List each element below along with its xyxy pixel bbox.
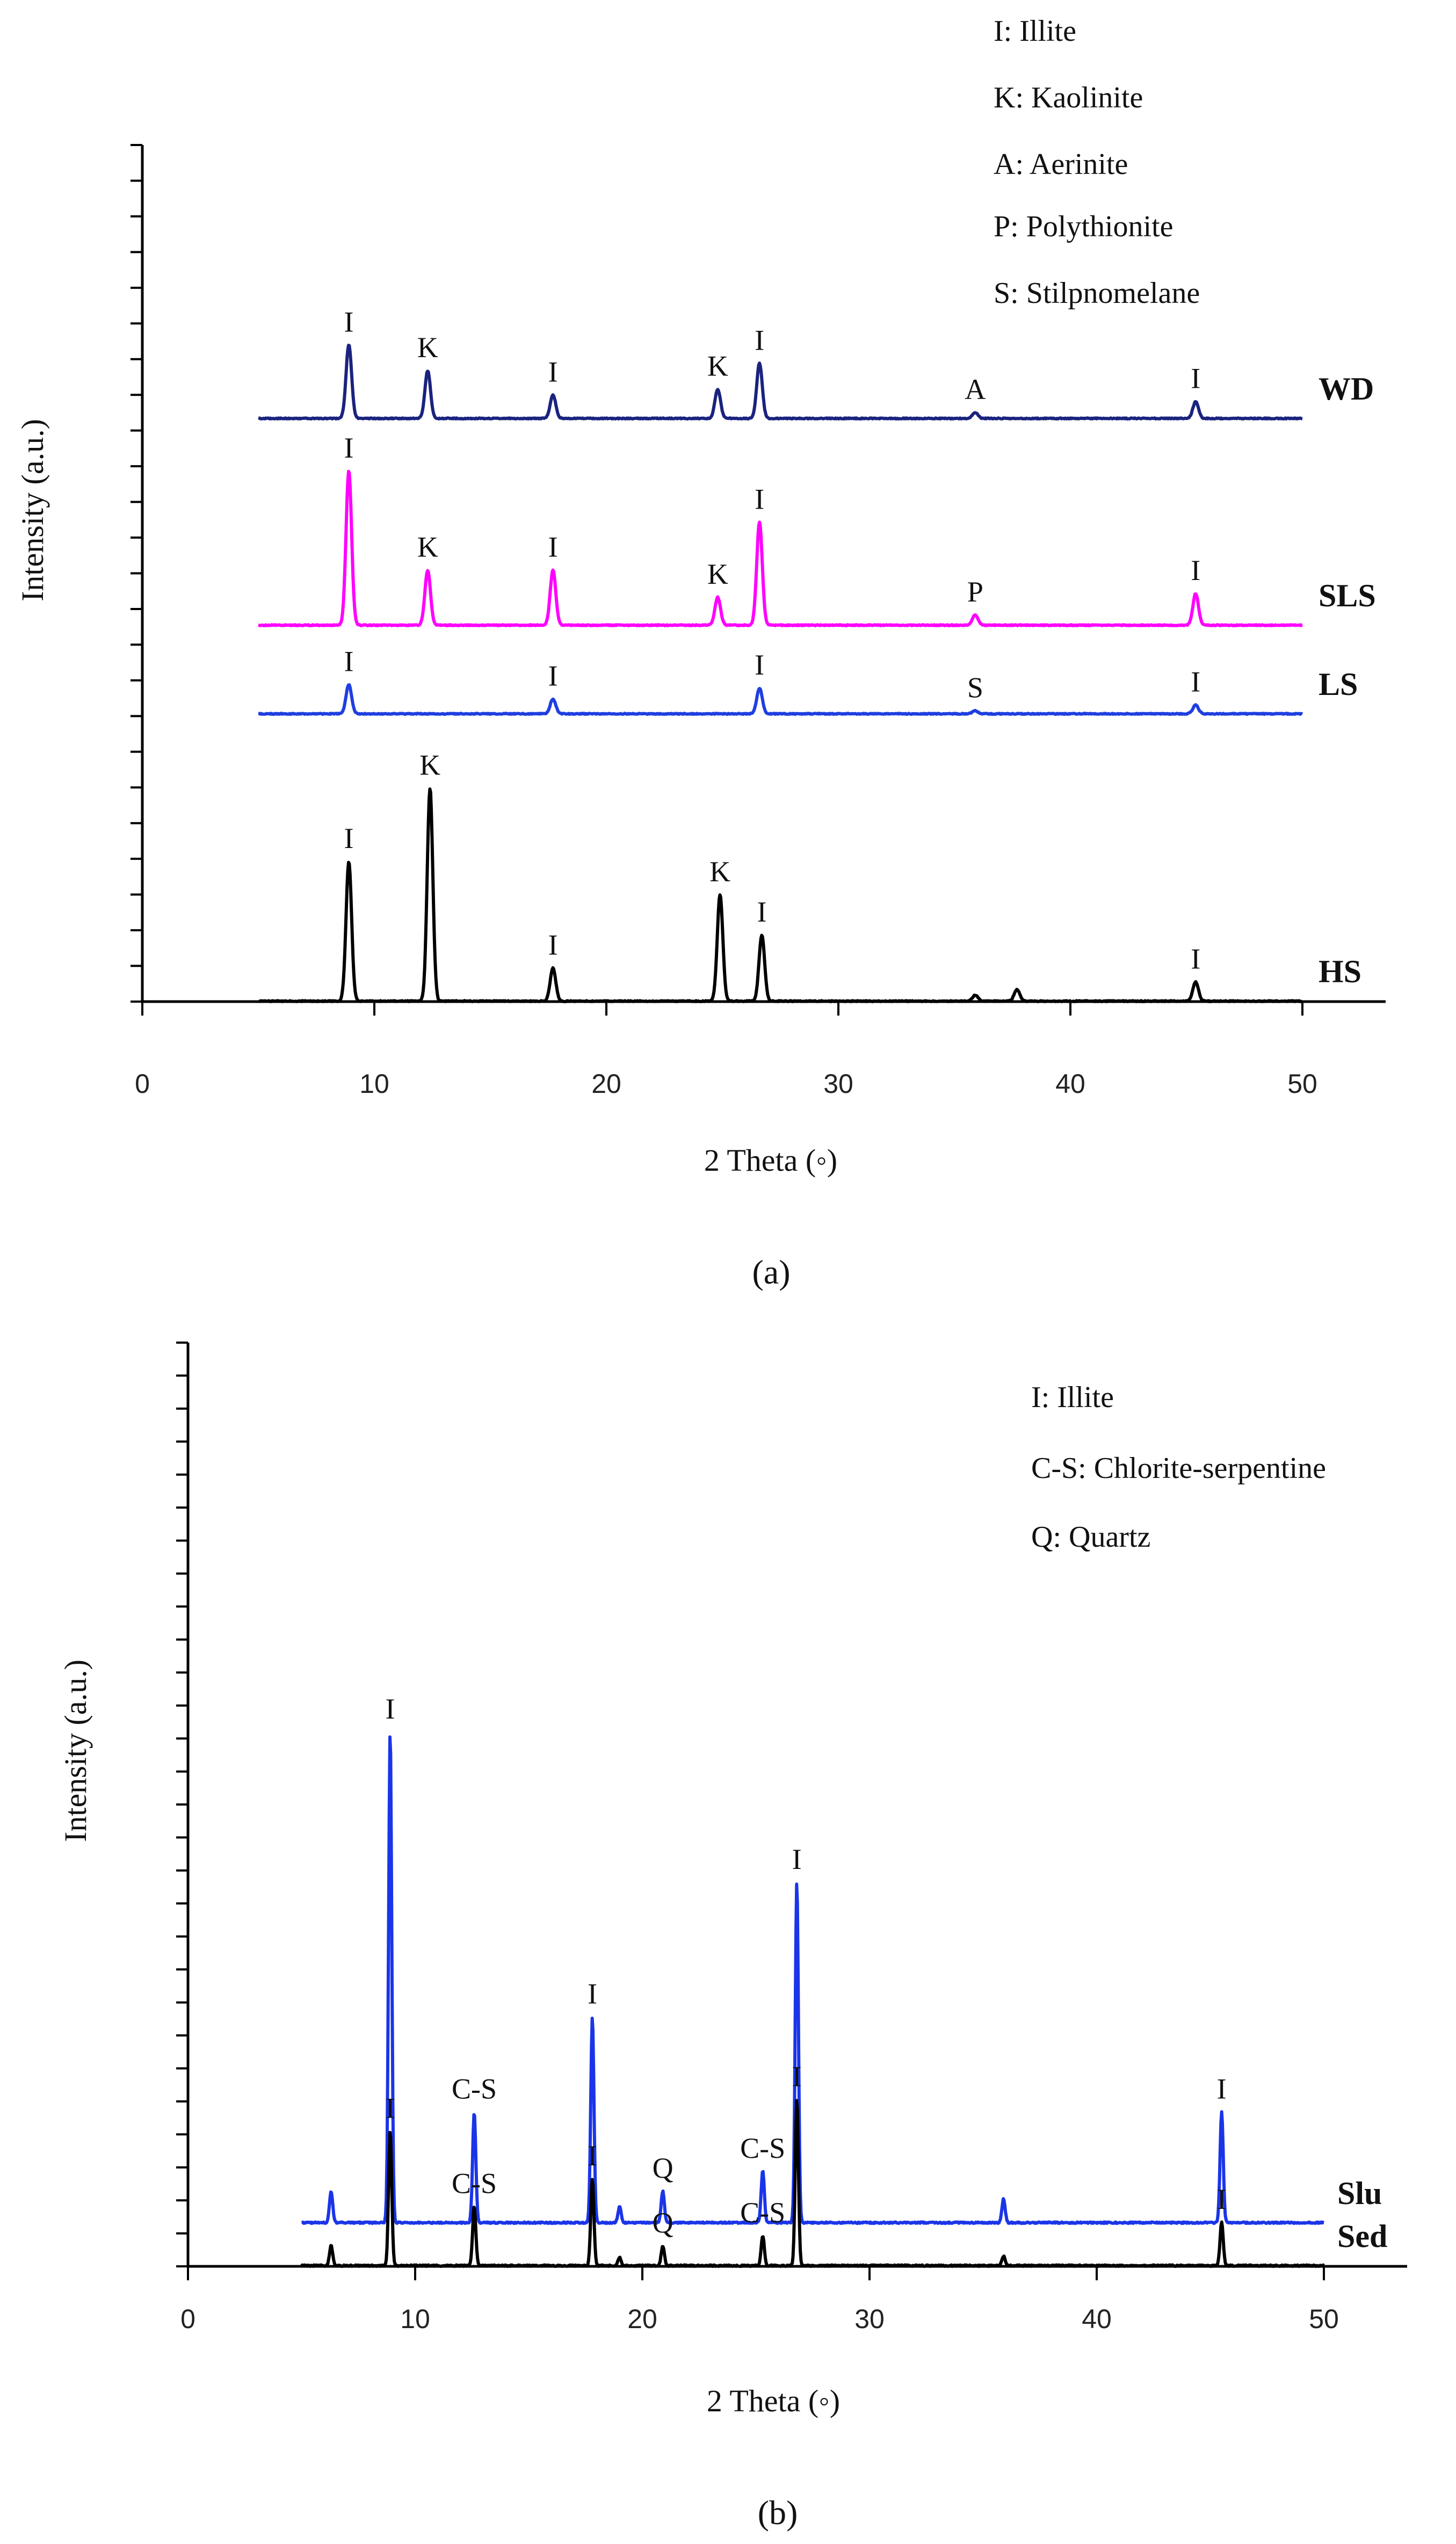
peak-label: I [548, 929, 558, 961]
peak-label: I [1191, 943, 1200, 975]
peak-label: I [588, 2140, 597, 2172]
peak-label: I [548, 356, 558, 388]
series-line-sed [300, 2099, 1325, 2268]
x-tick-label: 0 [180, 2304, 195, 2334]
peak-label: I [344, 822, 353, 854]
panel-b-legend: I: Illite C-S: Chlorite-serpentine Q: Qu… [1031, 1381, 1326, 1554]
panel-a-legend-entry: K: Kaolinite [994, 81, 1143, 114]
series-label-hs: HS [1319, 954, 1361, 989]
panel-b-label: (b) [758, 2494, 798, 2532]
peak-label: S [967, 672, 983, 704]
peak-label: C-S [452, 2167, 497, 2199]
x-tick-label: 0 [135, 1069, 150, 1099]
panel-a-y-axis-title: Intensity (a.u.) [15, 419, 50, 601]
peak-label: K [709, 856, 730, 888]
x-tick-label: 10 [400, 2304, 430, 2334]
panel-b-legend-entry: Q: Quartz [1031, 1520, 1150, 1554]
peak-label: C-S [740, 2132, 785, 2164]
series-line-wd [257, 343, 1303, 421]
panel-b-x-axis-title: 2 Theta (◦) [707, 2383, 840, 2418]
peak-label: I [344, 306, 353, 338]
peak-label: K [707, 558, 728, 590]
panel-a-legend-entry: A: Aerinite [994, 148, 1128, 181]
peak-label: A [965, 373, 986, 405]
peak-label: I [385, 1693, 395, 1725]
peak-label: K [417, 531, 438, 563]
series-line-slu [300, 1735, 1325, 2225]
peak-label: C-S [452, 2073, 497, 2105]
peak-label: I [344, 432, 353, 464]
x-tick-label: 10 [359, 1069, 389, 1099]
peak-label: I [548, 660, 558, 692]
peak-label: I [792, 1843, 802, 1875]
panel-a-legend-entry: P: Polythionite [994, 210, 1174, 243]
panel-b-legend-entry: I: Illite [1031, 1381, 1114, 1414]
peak-label: C-S [740, 2197, 785, 2229]
panel-a-legend-entry: I: Illite [994, 15, 1076, 48]
x-tick-label: 50 [1309, 2304, 1339, 2334]
x-tick-label: 20 [627, 2304, 657, 2334]
peak-label: I [548, 531, 558, 563]
peak-label: Q [653, 2152, 673, 2184]
series-label-sed: Sed [1337, 2219, 1387, 2254]
peak-label: I [588, 1978, 597, 2010]
panel-b-legend-entry: C-S: Chlorite-serpentine [1031, 1452, 1326, 1485]
series-line-hs [257, 787, 1303, 1003]
series-label-ls: LS [1319, 666, 1358, 702]
x-tick-label: 20 [591, 1069, 621, 1099]
panel-b-chart: Intensity (a.u.) 2 Theta (◦) (b) I: Illi… [58, 1342, 1407, 2532]
series-line-ls [257, 683, 1303, 716]
x-tick-label: 40 [1055, 1069, 1085, 1099]
series-label-wd: WD [1319, 371, 1374, 407]
peak-label: I [755, 324, 764, 356]
peak-label: P [967, 576, 983, 608]
series-line-sls [257, 469, 1303, 627]
peak-label: Q [653, 2207, 673, 2239]
panel-a-label: (a) [752, 1253, 790, 1291]
panel-a-legend: I: Illite K: Kaolinite A: Aerinite P: Po… [994, 15, 1200, 310]
x-tick-label: 40 [1082, 2304, 1112, 2334]
x-tick-label: 30 [854, 2304, 885, 2334]
peak-label: K [417, 331, 438, 364]
peak-label: I [344, 645, 353, 677]
panel-a-chart: Intensity (a.u.) 2 Theta (◦) (a) I: Illi… [15, 15, 1386, 1291]
peak-label: I [1191, 363, 1200, 395]
x-tick-label: 30 [823, 1069, 853, 1099]
peak-label: I [755, 483, 764, 516]
peak-label: I [1217, 2183, 1227, 2215]
peak-label: I [755, 649, 764, 681]
panel-a-x-axis-title: 2 Theta (◦) [704, 1143, 837, 1178]
x-tick-label: 50 [1287, 1069, 1317, 1099]
peak-label: I [1191, 554, 1200, 586]
peak-label: I [385, 2092, 395, 2124]
series-label-sls: SLS [1319, 578, 1376, 613]
panel-a-legend-entry: S: Stilpnomelane [994, 277, 1200, 310]
panel-b-y-axis-title: Intensity (a.u.) [58, 1659, 93, 1842]
peak-label: I [1191, 666, 1200, 698]
peak-label: K [707, 350, 728, 382]
peak-label: I [757, 896, 766, 928]
peak-label: I [792, 2060, 802, 2092]
peak-label: I [1217, 2073, 1227, 2105]
peak-label: K [419, 749, 440, 781]
series-label-slu: Slu [1337, 2176, 1382, 2211]
